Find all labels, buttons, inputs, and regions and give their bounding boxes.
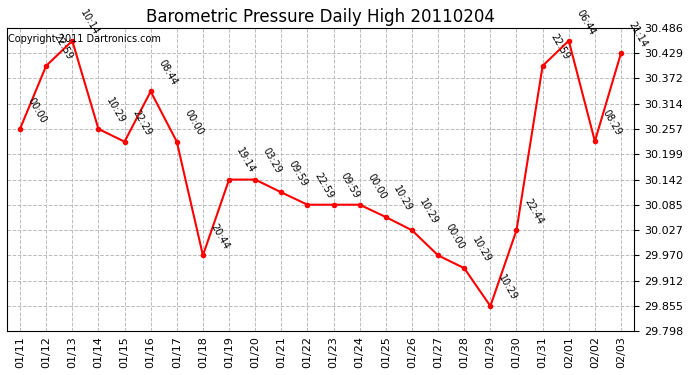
Text: 00:00: 00:00 [26,96,48,125]
Text: 10:29: 10:29 [496,273,518,302]
Text: 08:29: 08:29 [600,108,623,137]
Text: 22:59: 22:59 [52,32,75,62]
Text: 19:14: 19:14 [235,146,257,176]
Text: 09:59: 09:59 [339,171,362,201]
Text: 00:00: 00:00 [182,108,205,138]
Title: Barometric Pressure Daily High 20110204: Barometric Pressure Daily High 20110204 [146,8,495,26]
Text: Copyright 2011 Dartronics.com: Copyright 2011 Dartronics.com [8,34,161,44]
Text: 00:00: 00:00 [365,171,388,201]
Text: 20:44: 20:44 [208,222,231,251]
Text: 10:14: 10:14 [78,8,100,37]
Text: 08:44: 08:44 [156,58,179,87]
Text: 10:29: 10:29 [417,197,440,226]
Text: 10:29: 10:29 [391,184,414,213]
Text: 22:29: 22:29 [130,108,152,138]
Text: 03:29: 03:29 [261,146,284,176]
Text: 00:00: 00:00 [444,222,466,251]
Text: 10:29: 10:29 [104,96,126,125]
Text: 22:44: 22:44 [522,197,544,226]
Text: 09:59: 09:59 [287,159,310,188]
Text: 22:59: 22:59 [313,171,336,201]
Text: 06:44: 06:44 [574,8,597,37]
Text: 22:59: 22:59 [548,32,571,62]
Text: 10:29: 10:29 [470,235,493,264]
Text: 21:14: 21:14 [627,20,649,49]
